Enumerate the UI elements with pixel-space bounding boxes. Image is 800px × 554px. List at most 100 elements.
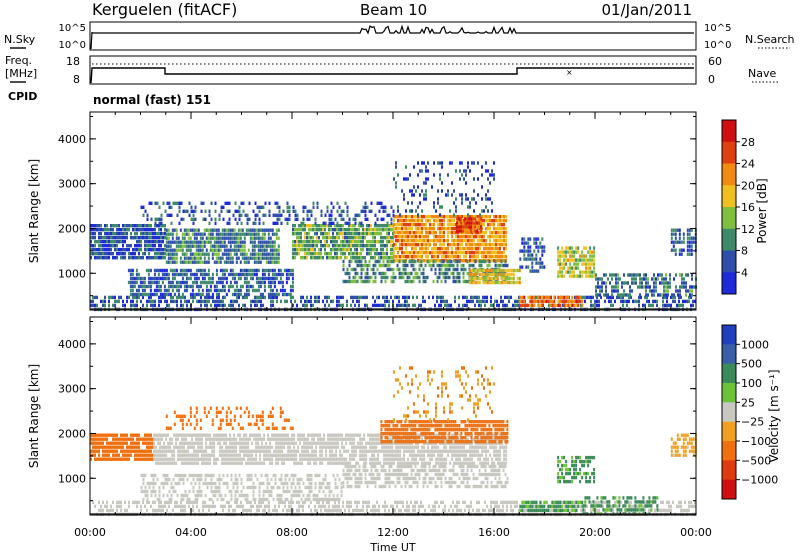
velocity-cell bbox=[400, 508, 402, 513]
power-cell bbox=[487, 215, 489, 219]
power-cell bbox=[667, 285, 669, 289]
power-cell bbox=[244, 213, 247, 217]
power-cell bbox=[525, 265, 528, 269]
power-cell bbox=[453, 259, 455, 263]
power-cell bbox=[414, 303, 416, 308]
power-cell bbox=[384, 299, 386, 304]
power-cell bbox=[468, 229, 471, 233]
power-cell bbox=[316, 201, 319, 205]
velocity-cell bbox=[338, 508, 340, 513]
power-cell bbox=[559, 303, 562, 308]
power-cell bbox=[362, 209, 365, 213]
power-cell bbox=[332, 221, 335, 225]
power-cell bbox=[251, 240, 254, 244]
power-cell bbox=[197, 252, 200, 256]
power-cell bbox=[500, 272, 503, 277]
power-cell bbox=[386, 256, 388, 260]
power-cell bbox=[547, 295, 550, 300]
power-cell bbox=[151, 276, 154, 281]
power-cell bbox=[489, 251, 491, 255]
power-cell bbox=[158, 295, 160, 300]
velocity-cell bbox=[276, 508, 278, 513]
power-cell bbox=[370, 228, 372, 232]
power-cell bbox=[521, 265, 524, 269]
power-cell bbox=[239, 248, 242, 252]
velocity-cell bbox=[580, 508, 582, 513]
power-cell bbox=[360, 221, 363, 225]
velocity-cell bbox=[368, 504, 370, 509]
power-cell bbox=[475, 215, 477, 219]
power-cell bbox=[354, 232, 356, 236]
power-cell bbox=[386, 252, 388, 256]
power-cell bbox=[263, 288, 266, 293]
power-cell bbox=[372, 263, 375, 268]
power-cell bbox=[106, 248, 108, 252]
velocity-cell bbox=[614, 500, 616, 505]
velocity-cell bbox=[274, 504, 276, 509]
power-cell bbox=[495, 243, 497, 247]
power-cell bbox=[476, 276, 479, 281]
power-cell bbox=[487, 227, 489, 231]
power-cell bbox=[243, 280, 246, 285]
power-cell bbox=[411, 231, 413, 235]
velocity-cell bbox=[332, 504, 334, 509]
power-cell bbox=[410, 259, 413, 264]
velocity-cell bbox=[430, 508, 432, 513]
power-cell bbox=[393, 243, 395, 247]
power-cell bbox=[278, 205, 281, 209]
power-cell bbox=[455, 205, 457, 209]
power-cell bbox=[469, 239, 471, 243]
power-cell bbox=[302, 221, 305, 225]
power-cell bbox=[203, 252, 206, 256]
power-cell bbox=[468, 280, 471, 285]
velocity-cell bbox=[488, 508, 490, 513]
power-cell bbox=[599, 293, 601, 297]
power-cell bbox=[92, 303, 94, 308]
power-cell bbox=[176, 213, 179, 217]
power-cell bbox=[411, 243, 413, 247]
power-cell bbox=[354, 221, 357, 225]
power-cell bbox=[213, 240, 216, 244]
power-cell bbox=[221, 252, 224, 256]
power-cell bbox=[527, 257, 530, 261]
power-cell bbox=[245, 292, 248, 297]
power-ytick-label: 2000 bbox=[58, 222, 86, 235]
power-cell bbox=[243, 252, 246, 256]
power-cell bbox=[459, 247, 461, 251]
power-cell bbox=[561, 274, 564, 278]
power-cell bbox=[245, 276, 248, 281]
power-cell bbox=[189, 244, 192, 248]
power-cell bbox=[403, 235, 405, 239]
power-cell bbox=[181, 232, 184, 236]
power-cell bbox=[145, 292, 148, 297]
power-cell bbox=[403, 255, 405, 259]
power-cell bbox=[453, 255, 455, 259]
power-cell bbox=[263, 256, 266, 260]
power-cell bbox=[251, 244, 254, 248]
power-cell bbox=[401, 227, 403, 231]
power-cell bbox=[233, 288, 236, 293]
power-cell bbox=[207, 256, 210, 260]
power-cell bbox=[217, 292, 220, 297]
power-cell bbox=[342, 224, 344, 228]
power-cell bbox=[255, 272, 258, 277]
power-cell bbox=[281, 284, 284, 289]
power-cell bbox=[175, 260, 178, 264]
velocity-cell bbox=[678, 504, 680, 509]
power-cell bbox=[310, 213, 313, 217]
power-cell bbox=[324, 228, 326, 232]
power-cell bbox=[233, 276, 236, 281]
power-cell bbox=[153, 276, 156, 281]
power-cell bbox=[495, 255, 497, 259]
power-cell bbox=[690, 303, 692, 308]
power-cell bbox=[581, 258, 584, 262]
power-cell bbox=[445, 193, 447, 197]
power-cell bbox=[194, 209, 197, 213]
power-cell bbox=[423, 235, 425, 239]
power-cell bbox=[352, 228, 354, 232]
power-cell bbox=[148, 240, 150, 244]
power-cell bbox=[289, 288, 292, 293]
power-cell bbox=[199, 292, 202, 297]
power-cell bbox=[141, 288, 144, 293]
power-cell bbox=[392, 271, 395, 276]
